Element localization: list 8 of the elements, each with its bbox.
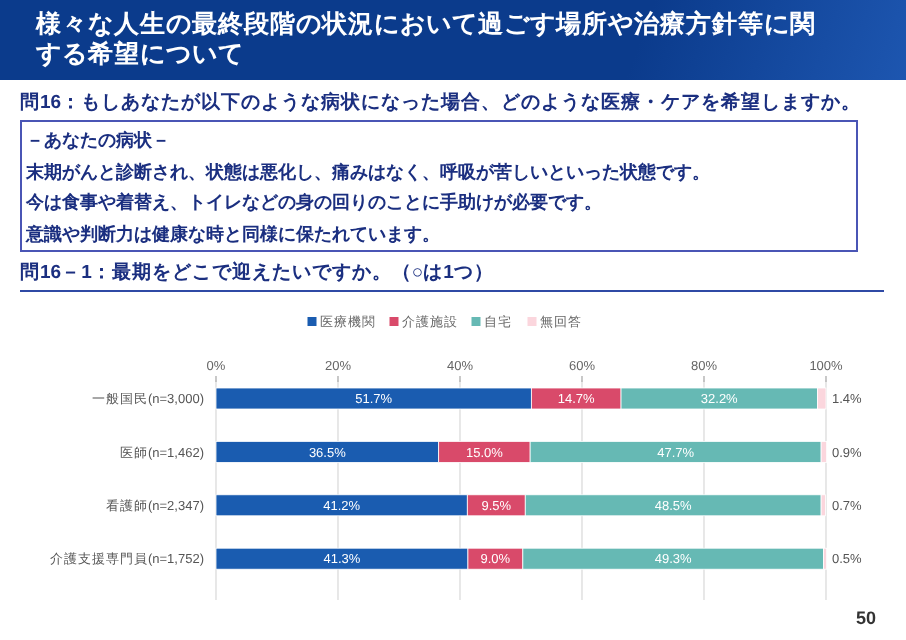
- chart-subtitle: 問16：もしあなたが以下のような病状になった場合、どのような医療・ケアを希望しますか。: [20, 90, 864, 116]
- text: 今は食事や着替え、トイレなどの身の回りのことに手助けが必要です。: [26, 190, 602, 216]
- text: 問16－1：最期をどこで迎えたいですか。（○は1つ）: [20, 260, 884, 292]
- text: 末期がんと診断され、状態は悪化し、痛みはなく、呼吸が苦しいといった状態です。: [26, 159, 710, 185]
- text: －あなたの病状－: [26, 128, 170, 154]
- text: 意識や判断力は健康な時と同様に保たれています。: [26, 221, 440, 247]
- chart-title: 様々な人生の最終段階の状況において過ごす場所や治療方針等に関する希望について: [36, 10, 818, 70]
- text: 50: [856, 608, 877, 628]
